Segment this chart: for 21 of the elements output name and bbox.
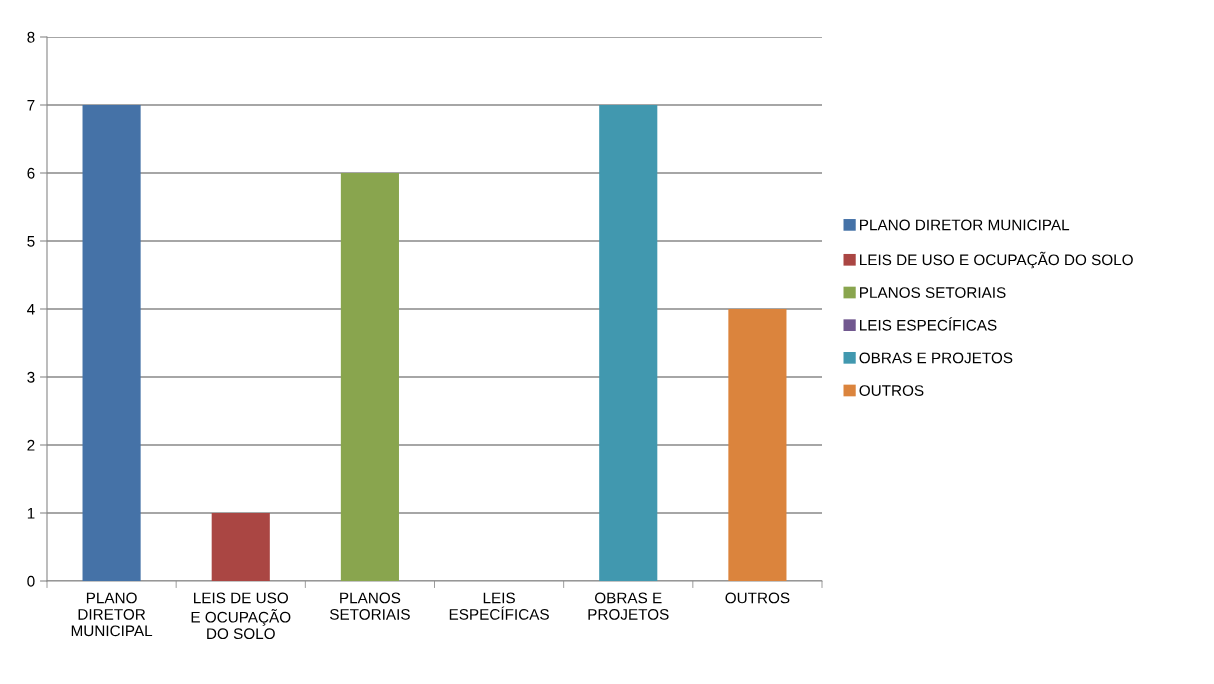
legend-label: PLANOS SETORIAIS [860, 287, 1006, 298]
x-tick-label: OBRAS E PROJETOS [588, 592, 669, 620]
y-tick-label: 1 [27, 508, 35, 519]
legend-label: LEIS ESPECÍFICAS [860, 317, 997, 331]
legend-label: OUTROS [859, 385, 924, 396]
legend-label: PLANO DIRETOR MUNICIPAL [860, 219, 1070, 231]
y-tick-label: 8 [27, 31, 35, 43]
x-tick-label: LEIS DE USO E OCUPAÇÃO DO SOLO [191, 592, 291, 640]
y-tick-label: 0 [27, 575, 35, 587]
legend-label: LEIS DE USO E OCUPAÇÃO DO SOLO [860, 251, 1133, 269]
y-tick-label: 5 [27, 236, 35, 247]
y-tick-label: 2 [27, 439, 35, 451]
x-tick-label: LEIS ESPECÍFICAS [449, 592, 549, 620]
y-tick-label: 4 [27, 304, 35, 315]
y-tick-label: 3 [27, 371, 35, 383]
legend-label: OBRAS E PROJETOS [859, 352, 1013, 364]
x-tick-label: PLANO DIRETOR MUNICIPAL [71, 592, 153, 637]
x-tick-label: OUTROS [725, 592, 790, 604]
y-tick-label: 6 [27, 167, 35, 179]
y-tick-label: 7 [27, 100, 35, 111]
x-tick-label: PLANOS SETORIAIS [330, 592, 410, 620]
